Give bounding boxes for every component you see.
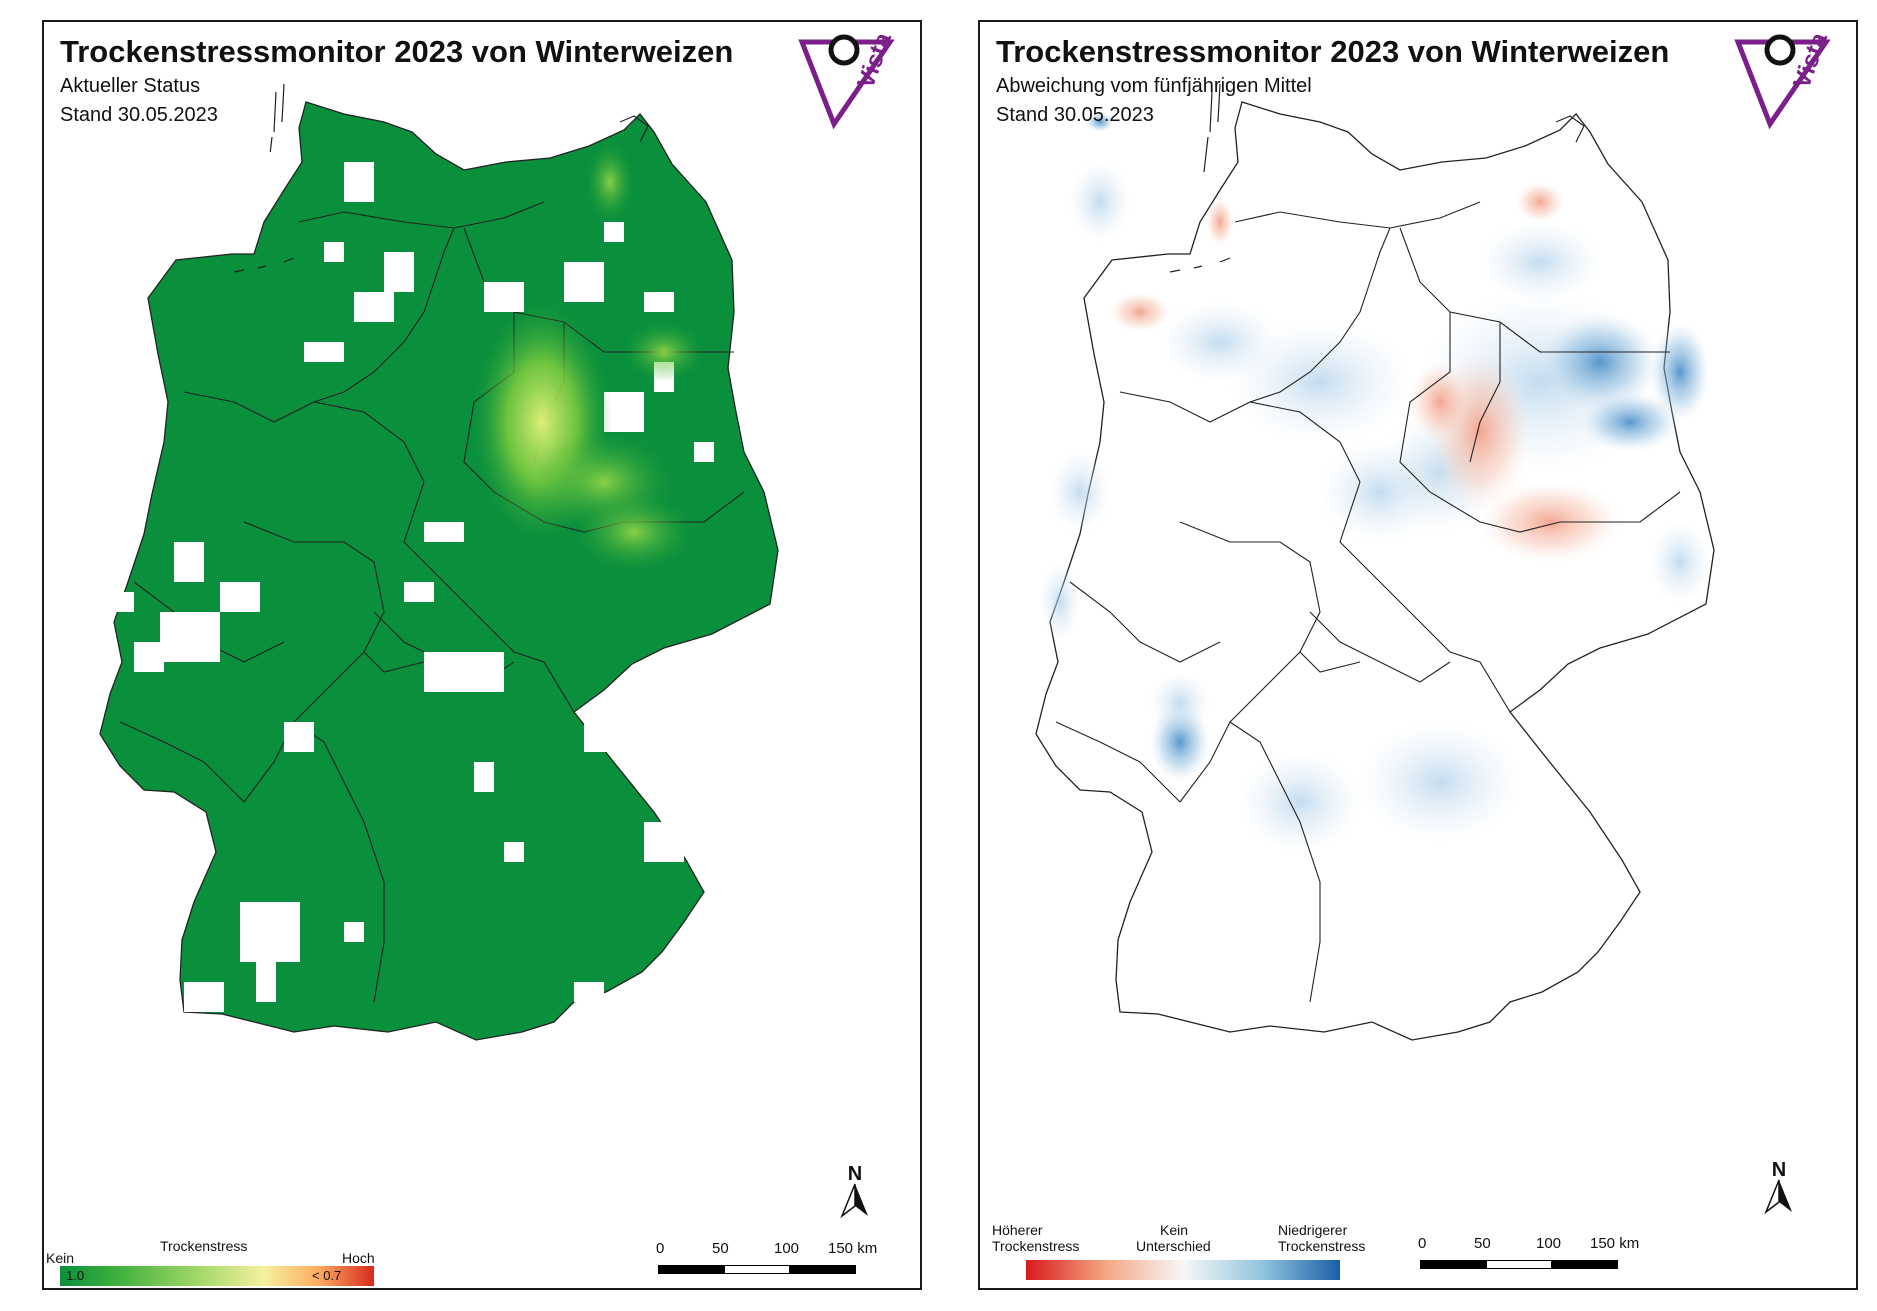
map-date: Stand 30.05.2023 bbox=[60, 104, 218, 126]
map-title: Trockenstressmonitor 2023 von Winterweiz… bbox=[996, 34, 1670, 69]
map-date: Stand 30.05.2023 bbox=[996, 104, 1154, 126]
non-wheat-areas bbox=[114, 152, 754, 1012]
stress-hotspot-north bbox=[624, 322, 704, 382]
germany-deviation-map bbox=[1035, 83, 1715, 1041]
scale-segment-1 bbox=[658, 1265, 724, 1274]
scale-tick-100: 100 bbox=[1536, 1235, 1562, 1252]
deviation-color-ramp bbox=[1026, 1260, 1340, 1280]
vista-logo: Vista bbox=[1734, 29, 1833, 130]
islands bbox=[1169, 83, 1585, 273]
legend-title: Trockenstress bbox=[160, 1238, 248, 1254]
germany-outline bbox=[99, 101, 779, 1041]
map-subtitle: Abweichung vom fünfjährigen Mittel bbox=[996, 75, 1312, 97]
germany-stress-map bbox=[99, 83, 779, 1041]
legend-higher-line1: Höherer bbox=[992, 1222, 1043, 1238]
legend-none-line1: Kein bbox=[1160, 1222, 1189, 1238]
scale-tick-150: 150 km bbox=[828, 1240, 878, 1257]
state-borders bbox=[1055, 201, 1681, 1003]
scale-tick-0: 0 bbox=[656, 1240, 665, 1257]
stress-hotspot-coast bbox=[586, 142, 634, 222]
north-label: N bbox=[1772, 1159, 1786, 1181]
north-label: N bbox=[848, 1163, 862, 1185]
germany-outline bbox=[1035, 101, 1715, 1041]
map-panel-current-status: Trockenstressmonitor 2023 von Winterweiz… bbox=[42, 20, 922, 1290]
scale-segment-2 bbox=[724, 1265, 790, 1274]
scale-tick-100: 100 bbox=[774, 1240, 800, 1257]
north-arrow-icon: N bbox=[1764, 1159, 1792, 1215]
higher-stress-areas bbox=[1110, 182, 1620, 562]
logo-text: Vista bbox=[852, 29, 897, 92]
scale-tick-50: 50 bbox=[1474, 1235, 1491, 1252]
vista-logo: Vista bbox=[798, 29, 897, 130]
scale-tick-0: 0 bbox=[1418, 1235, 1427, 1252]
scale-segment-3 bbox=[1552, 1260, 1618, 1269]
legend-high-label: Hoch bbox=[342, 1250, 375, 1266]
map-panel-deviation: Trockenstressmonitor 2023 von Winterweiz… bbox=[978, 20, 1858, 1290]
legend-max-value: < 0.7 bbox=[312, 1268, 342, 1283]
scale-segment-3 bbox=[790, 1265, 856, 1274]
scale-bar: 0 50 100 150 km bbox=[1418, 1235, 1640, 1288]
map-subtitle: Aktueller Status bbox=[60, 75, 201, 97]
logo-text: Vista bbox=[1788, 29, 1833, 92]
map-title: Trockenstressmonitor 2023 von Winterweiz… bbox=[60, 34, 734, 69]
scale-bar: 0 50 100 150 km bbox=[656, 1240, 878, 1288]
scale-segment-2 bbox=[1486, 1260, 1552, 1269]
north-arrow-icon: N bbox=[840, 1163, 868, 1219]
legend-higher-line2: Trockenstress bbox=[992, 1238, 1080, 1254]
stress-hotspot-south bbox=[574, 492, 694, 572]
legend-lower-line1: Niedrigerer bbox=[1278, 1222, 1348, 1238]
legend-none-line2: Unterschied bbox=[1136, 1238, 1211, 1254]
legend-lower-line2: Trockenstress bbox=[1278, 1238, 1366, 1254]
scale-segment-1 bbox=[1420, 1260, 1486, 1269]
scale-tick-150: 150 km bbox=[1590, 1235, 1640, 1252]
legend-low-label: Kein bbox=[46, 1250, 75, 1266]
scale-tick-50: 50 bbox=[712, 1240, 729, 1257]
legend-min-value: 1.0 bbox=[66, 1268, 85, 1283]
stress-color-ramp bbox=[60, 1266, 374, 1286]
